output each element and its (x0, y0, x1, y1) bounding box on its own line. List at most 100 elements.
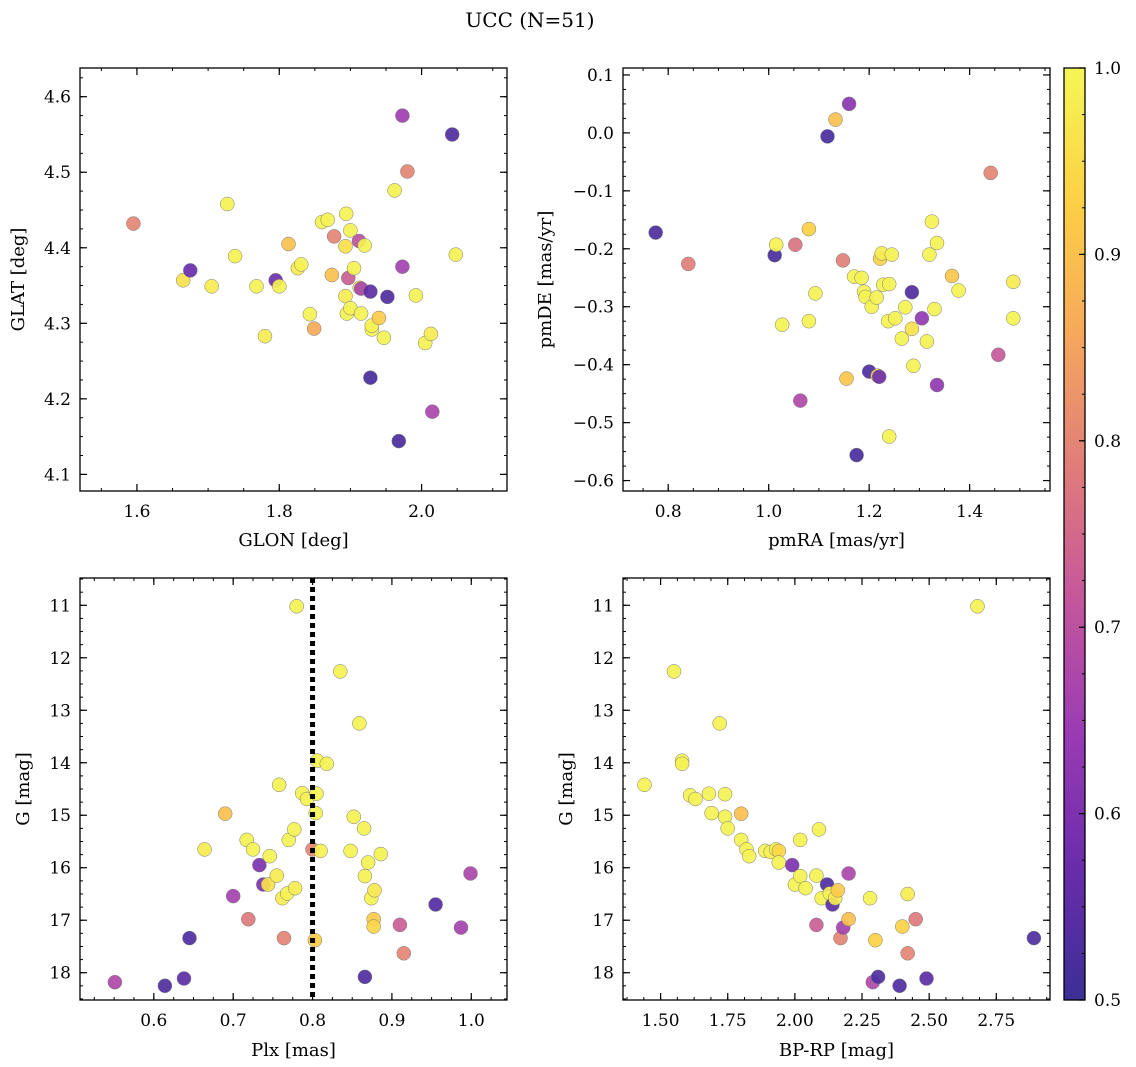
data-point (338, 206, 354, 222)
data-point (371, 310, 387, 326)
data-point (888, 311, 903, 326)
data-point (363, 284, 378, 299)
x-tick-label: 2.75 (977, 1011, 1015, 1031)
y-tick-label: 4.1 (44, 465, 71, 485)
y-tick-label: 17 (49, 911, 71, 931)
data-point (392, 917, 408, 933)
data-point (107, 974, 123, 990)
data-point (648, 225, 663, 240)
x-tick-label: 2.25 (843, 1011, 881, 1031)
y-tick-label: 14 (49, 754, 71, 774)
ticks-glon-glat: 1.6 1.8 2.0 4.1 4.2 4.3 4.4 4.5 4.6 (44, 68, 507, 522)
data-point (717, 786, 733, 802)
colorbar-tick-label: 0.6 (1094, 805, 1121, 825)
data-point (771, 855, 787, 870)
data-point (944, 268, 960, 284)
data-point (126, 216, 141, 231)
xlabel-pmra-pmde: pmRA [mas/yr] (768, 530, 905, 551)
data-point (929, 235, 945, 251)
x-tick-label: 0.9 (378, 1011, 405, 1031)
data-point (326, 229, 342, 244)
data-point (870, 969, 886, 985)
data-point (387, 183, 402, 198)
y-tick-label: 12 (49, 649, 71, 669)
data-point (182, 930, 197, 946)
y-tick-label: 4.2 (44, 390, 71, 410)
y-tick-label: 16 (49, 859, 71, 879)
data-point (360, 855, 376, 870)
y-tick-label: 18 (49, 964, 71, 984)
data-point (809, 917, 824, 933)
data-point (356, 821, 372, 836)
y-tick-label: 4.5 (44, 163, 71, 183)
data-point (869, 290, 884, 305)
data-point (197, 842, 212, 857)
x-tick-label: 1.0 (458, 1011, 485, 1031)
data-point (908, 911, 923, 927)
data-point (425, 404, 440, 419)
data-point (313, 843, 328, 859)
y-tick-label: −0.5 (573, 414, 614, 434)
data-point (391, 433, 407, 449)
y-tick-label: 0.0 (587, 124, 614, 144)
data-point (363, 370, 378, 385)
y-tick-label: 12 (592, 649, 614, 669)
data-point (674, 756, 690, 772)
y-tick-label: −0.4 (573, 356, 614, 376)
ticks-plx-g: 0.6 0.7 0.8 0.9 1.0 11 12 13 14 15 16 17 18 (49, 578, 507, 1031)
data-point (701, 786, 717, 801)
data-point (793, 393, 808, 408)
data-point (768, 237, 784, 252)
y-tick-label: 15 (49, 806, 71, 826)
data-point (428, 897, 443, 912)
data-point (900, 886, 915, 902)
data-point (276, 930, 292, 946)
data-point (666, 664, 682, 679)
data-point (688, 791, 703, 807)
data-point (346, 809, 362, 825)
points-bprp-g (637, 599, 1042, 994)
plot-bprp-g: 1.50 1.75 2.00 2.25 2.50 2.75 11 12 13 14 15 16 17 18… (556, 577, 1051, 1061)
data-point (225, 888, 241, 904)
data-point (260, 877, 276, 892)
colorbar-tick-label: 0.7 (1094, 618, 1121, 638)
data-point (811, 822, 827, 837)
data-point (220, 196, 235, 212)
data-point (353, 306, 369, 321)
data-point (367, 883, 382, 898)
data-point (892, 978, 907, 994)
data-point (774, 317, 790, 332)
data-point (924, 214, 940, 229)
y-tick-label: 18 (592, 964, 614, 984)
data-point (1026, 930, 1042, 946)
data-point (904, 284, 920, 300)
data-point (839, 371, 854, 386)
data-point (788, 237, 803, 252)
xlabel-plx-g: Plx [mas] (251, 1040, 336, 1061)
data-point (881, 429, 897, 444)
data-point (704, 805, 719, 821)
data-point (281, 236, 296, 252)
points-pmra-pmde (648, 96, 1021, 463)
colorbar-tick-label: 0.9 (1094, 245, 1121, 265)
data-point (792, 868, 808, 884)
data-point (1006, 274, 1021, 290)
data-point (271, 777, 287, 793)
data-point (927, 301, 942, 317)
colorbar-frame (1063, 67, 1086, 1001)
ticks-bprp-g: 1.50 1.75 2.00 2.25 2.50 2.75 11 12 13 14 15 16 17 18 (592, 578, 1050, 1031)
x-tick-label: 2.0 (408, 502, 435, 522)
data-point (862, 890, 878, 906)
data-point (881, 276, 897, 292)
data-point (287, 880, 303, 896)
data-point (841, 866, 856, 881)
data-point (900, 946, 915, 961)
data-point (841, 911, 856, 927)
y-tick-label: 4.6 (44, 88, 71, 108)
data-point (898, 300, 913, 315)
data-point (904, 321, 920, 337)
data-point (272, 279, 287, 294)
data-point (444, 127, 460, 142)
axes-frame-pmra-pmde (622, 67, 1051, 492)
